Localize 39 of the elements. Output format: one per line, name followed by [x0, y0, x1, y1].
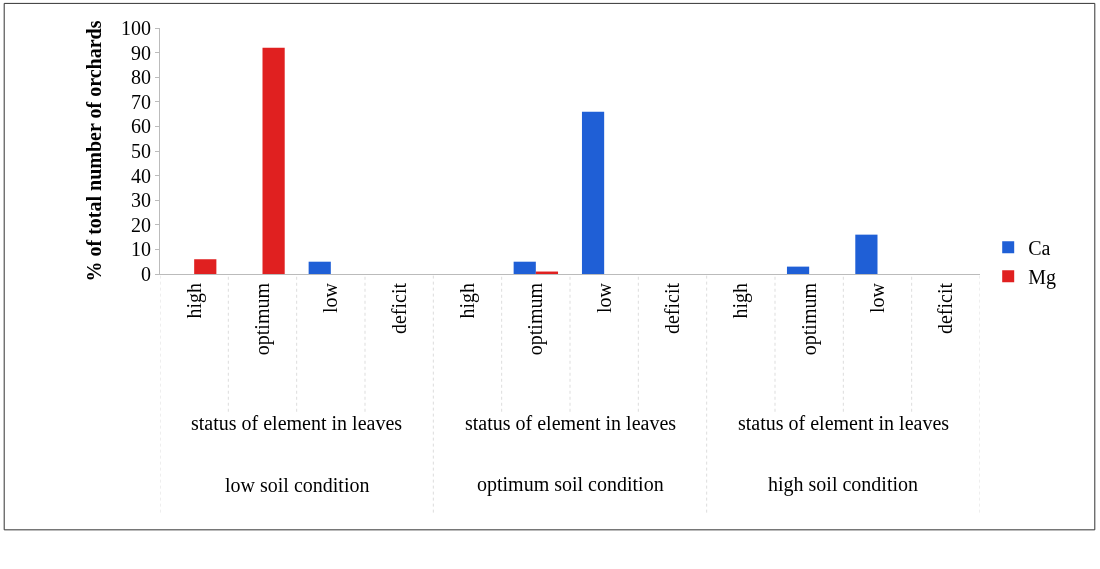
- bar: [194, 259, 217, 274]
- x-tick-label: low: [592, 282, 615, 313]
- bar: [308, 261, 331, 274]
- x-tick-label: low: [866, 282, 888, 313]
- x-tick-label: optimum: [797, 282, 821, 356]
- bar: [855, 234, 878, 274]
- x-tick-label: deficit: [661, 282, 683, 335]
- y-tick-label: 100: [121, 17, 151, 39]
- x-tick-label: deficit: [934, 282, 957, 335]
- legend-label: Ca: [1028, 237, 1051, 259]
- x-tick-label: optimum: [524, 282, 548, 356]
- x-tick-label: low: [319, 282, 342, 313]
- text: status of element in leaves: [191, 412, 403, 434]
- x-tick-label: high: [456, 283, 479, 319]
- bar: [262, 47, 285, 274]
- x-tick-label: deficit: [387, 282, 410, 335]
- x-tick-label: high: [182, 283, 206, 319]
- y-tick-label: 70: [131, 90, 151, 113]
- y-tick-label: 50: [131, 140, 151, 162]
- x-tick-label: optimum: [251, 282, 274, 356]
- y-axis-title: % of total number of orchards: [82, 20, 105, 282]
- y-tick-label: 60: [131, 115, 151, 138]
- y-tick-label: 0: [141, 263, 151, 285]
- y-tick-label: 30: [131, 189, 151, 212]
- y-tick-label: 90: [131, 41, 151, 64]
- text: status of element in leaves: [465, 412, 677, 434]
- bar: [513, 261, 536, 274]
- legend-label: Mg: [1028, 266, 1056, 289]
- bar: [786, 266, 810, 274]
- y-tick-label: 80: [131, 66, 151, 89]
- y-tick-label: 40: [131, 164, 151, 187]
- x-tick-label: high: [729, 283, 753, 319]
- y-tick-label: 10: [131, 238, 151, 261]
- text: status of element in leaves: [738, 412, 950, 434]
- text: low soil condition: [225, 474, 370, 496]
- bar: [581, 111, 605, 274]
- y-tick-label: 20: [131, 213, 151, 236]
- text: optimum soil condition: [477, 473, 664, 496]
- text: high soil condition: [768, 473, 918, 496]
